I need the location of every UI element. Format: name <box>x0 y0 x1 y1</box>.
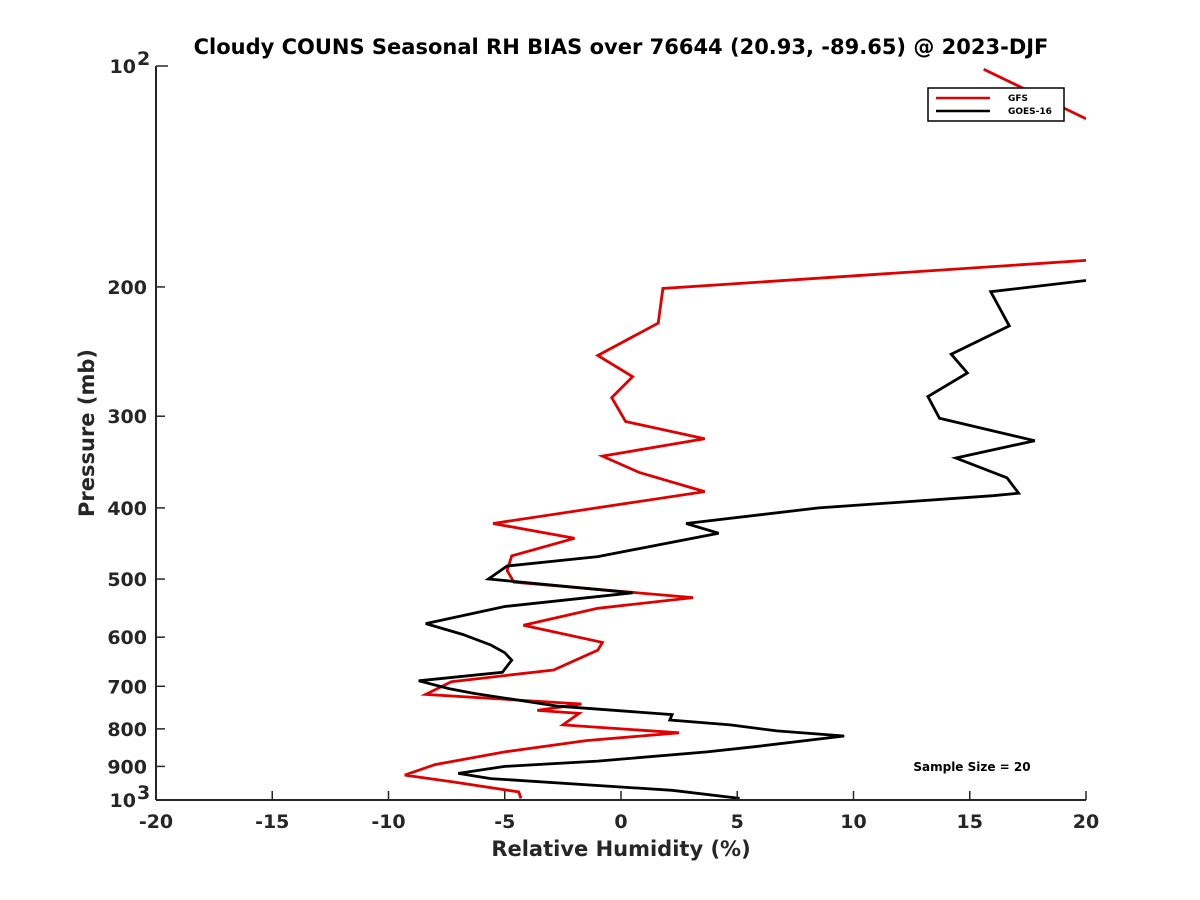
x-tick-label: 0 <box>614 811 627 833</box>
legend-label-goes16: GOES-16 <box>1008 107 1052 117</box>
y-decade-tick-exponent: 2 <box>137 48 150 70</box>
legend: GFS GOES-16 <box>927 87 1065 122</box>
x-tick-label: 15 <box>957 811 983 833</box>
y-tick-label: 400 <box>107 498 147 520</box>
x-tick-label: -5 <box>494 811 515 833</box>
y-tick-label: 900 <box>107 756 147 778</box>
sample-size-annotation: Sample Size = 20 <box>913 760 1030 774</box>
y-tick-label: 200 <box>107 277 147 299</box>
series-line-gfs-0 <box>404 259 1086 799</box>
legend-label-gfs: GFS <box>1008 94 1028 104</box>
chart-title: Cloudy COUNS Seasonal RH BIAS over 76644… <box>194 35 1049 59</box>
y-tick-label: 300 <box>107 406 147 428</box>
y-tick-label: 800 <box>107 719 147 741</box>
plot-area: -20 -15 -10 -5 0 5 10 15 20 200 300 400 500 600 700 800… <box>107 48 1099 833</box>
y-tick-label: 700 <box>107 676 147 698</box>
x-tick-label: -10 <box>371 811 405 833</box>
x-tick-label: 20 <box>1073 811 1099 833</box>
legend-box <box>927 87 1065 122</box>
x-tick-label: 5 <box>731 811 744 833</box>
y-tick-label: 500 <box>107 569 147 591</box>
series-line-goes16-1 <box>418 279 1086 800</box>
y-axis-label: Pressure (mb) <box>75 349 99 517</box>
x-tick-label: -20 <box>139 811 173 833</box>
y-decade-tick-exponent: 3 <box>137 782 150 804</box>
y-decade-tick-label: 10 <box>110 790 136 812</box>
x-tick-label: -15 <box>255 811 289 833</box>
y-decade-tick-label: 10 <box>110 56 136 78</box>
x-axis-label: Relative Humidity (%) <box>491 837 750 861</box>
x-tick-label: 10 <box>840 811 866 833</box>
y-tick-label: 600 <box>107 627 147 649</box>
